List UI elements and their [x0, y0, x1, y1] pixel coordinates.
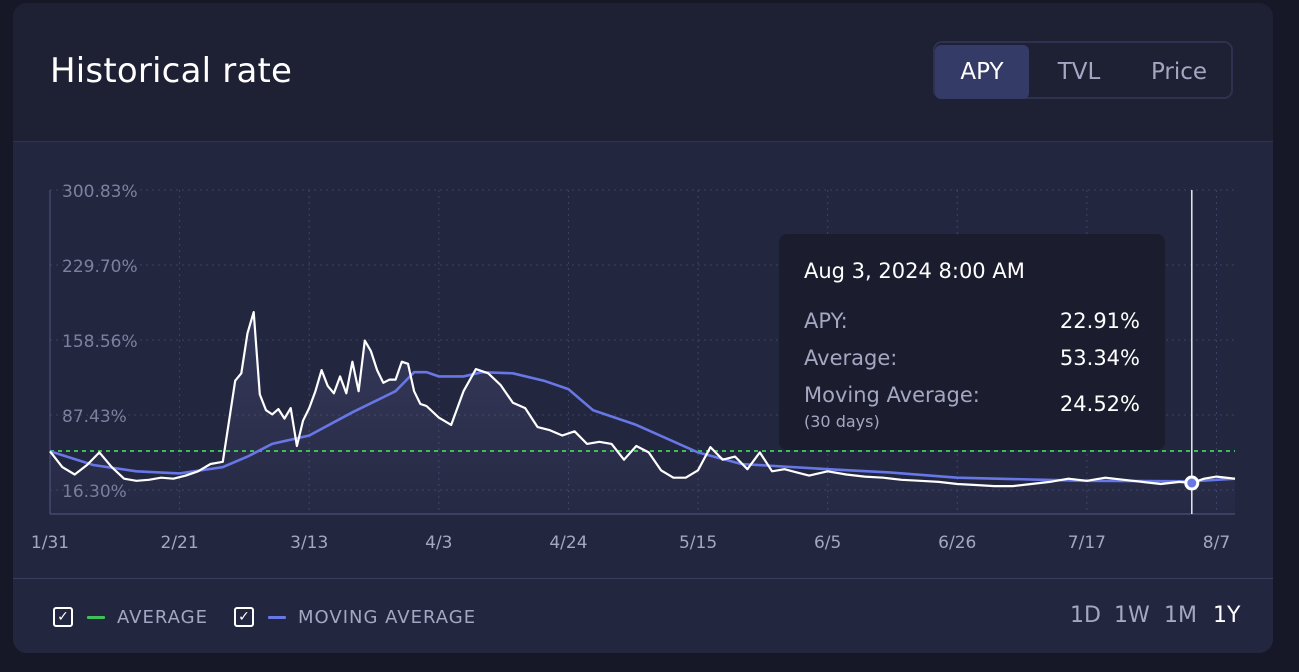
apy-area-fill [50, 312, 1235, 514]
legend-moving-average[interactable]: ✓ MOVING AVERAGE [234, 604, 476, 630]
tooltip-moving-average-sublabel: (30 days) [804, 412, 880, 431]
moving-average-swatch [268, 615, 286, 619]
legend-average-label: AVERAGE [117, 606, 208, 628]
card-title: Historical rate [50, 51, 293, 91]
y-tick-label: 229.70% [62, 257, 138, 277]
metric-tabs: APY TVL Price [933, 41, 1233, 99]
average-checkbox[interactable]: ✓ [53, 607, 73, 627]
x-tick-label: 6/26 [938, 533, 976, 553]
range-1y[interactable]: 1Y [1213, 603, 1241, 628]
y-tick-label: 300.83% [62, 182, 138, 202]
tooltip-date: Aug 3, 2024 8:00 AM [804, 259, 1025, 283]
x-tick-label: 4/24 [549, 533, 587, 553]
range-1m[interactable]: 1M [1164, 603, 1197, 628]
y-tick-label: 87.43% [62, 407, 127, 427]
average-swatch [87, 615, 105, 619]
hover-point[interactable] [1184, 475, 1200, 491]
tab-tvl[interactable]: TVL [1057, 59, 1101, 85]
chart-tooltip: Aug 3, 2024 8:00 AM APY: 22.91% Average:… [779, 234, 1165, 450]
x-tick-label: 7/17 [1068, 533, 1106, 553]
historical-rate-card: Historical rate APY TVL Price 300.83% 229… [13, 3, 1273, 653]
tooltip-average-label: Average: [804, 346, 898, 370]
y-tick-label: 158.56% [62, 332, 138, 352]
x-tick-label: 3/13 [290, 533, 328, 553]
x-tick-label: 1/31 [31, 533, 69, 553]
tab-apy[interactable]: APY [935, 45, 1029, 99]
chart-footer: ✓ AVERAGE ✓ MOVING AVERAGE 1D 1W 1M 1Y [13, 578, 1273, 653]
chart-area[interactable]: 300.83%229.70%158.56%87.43%16.30% 1/312/… [13, 142, 1273, 578]
tooltip-apy-label: APY: [804, 309, 848, 333]
tab-price[interactable]: Price [1150, 59, 1208, 85]
legend-average[interactable]: ✓ AVERAGE [53, 604, 208, 630]
tooltip-moving-average-value: 24.52% [1059, 392, 1140, 416]
card-header: Historical rate APY TVL Price [13, 3, 1273, 142]
x-tick-label: 2/21 [161, 533, 199, 553]
range-1w[interactable]: 1W [1114, 603, 1150, 628]
tooltip-moving-average-label: Moving Average: [804, 383, 980, 407]
x-tick-label: 6/5 [814, 533, 841, 553]
range-1d[interactable]: 1D [1070, 603, 1101, 628]
moving-average-checkbox[interactable]: ✓ [234, 607, 254, 627]
x-axis-labels: 1/31 2/21 3/13 4/3 4/24 5/15 6/5 6/26 7/17 8/7 [31, 533, 1230, 553]
apy-line [49, 311, 1236, 488]
x-tick-label: 5/15 [679, 533, 717, 553]
apy-line-chart[interactable]: 300.83%229.70%158.56%87.43%16.30% 1/312/… [13, 142, 1273, 578]
tooltip-average-value: 53.34% [1059, 346, 1140, 370]
legend-moving-average-label: MOVING AVERAGE [298, 606, 477, 628]
x-tick-label: 8/7 [1203, 533, 1230, 553]
tooltip-apy-value: 22.91% [1059, 309, 1140, 333]
x-tick-label: 4/3 [425, 533, 452, 553]
